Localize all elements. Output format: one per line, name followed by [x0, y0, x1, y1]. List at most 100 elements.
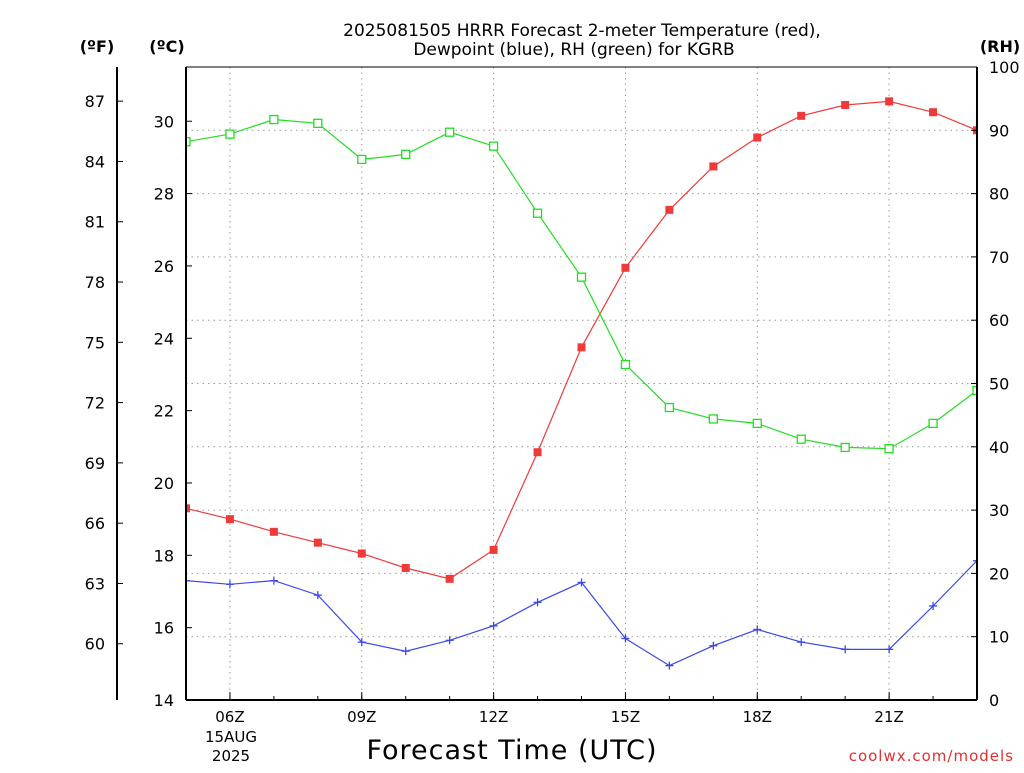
rh-tick-label: 20	[989, 564, 1009, 583]
fahrenheit-tick-label: 75	[85, 333, 105, 352]
dewpoint-point	[885, 645, 894, 654]
celsius-tick-label: 16	[154, 619, 174, 638]
rh-point	[664, 402, 675, 413]
fahrenheit-tick-label: 69	[85, 454, 105, 473]
dewpoint-point	[533, 598, 542, 607]
dewpoint-point	[797, 638, 806, 647]
fahrenheit-tick-label: 60	[85, 635, 105, 654]
fahrenheit-tick-label: 81	[85, 213, 105, 232]
rh-point	[532, 208, 543, 218]
rh-axis-unit: (RH)	[980, 37, 1020, 56]
rh-point	[708, 414, 718, 424]
rh-tick-label: 60	[989, 311, 1009, 330]
rh-point	[357, 154, 367, 165]
temperature-point	[533, 448, 542, 457]
series-layer	[186, 97, 977, 670]
rh-series	[186, 114, 977, 454]
rh-tick-label: 90	[989, 121, 1009, 140]
temperature-point	[401, 563, 410, 572]
temperature-point	[885, 97, 894, 106]
dewpoint-point	[709, 641, 718, 650]
celsius-tick-label: 14	[154, 691, 174, 710]
temperature-line	[186, 100, 977, 580]
fahrenheit-tick-label: 87	[85, 92, 105, 111]
x-tick-label: 15Z	[611, 708, 640, 726]
x-tick-label: 12Z	[479, 708, 508, 726]
x-tick-label: 21Z	[874, 708, 903, 726]
dewpoint-point	[577, 578, 586, 587]
fahrenheit-tick-label: 66	[85, 514, 105, 533]
celsius-tick-label: 18	[154, 546, 174, 565]
dewpoint-point	[621, 634, 630, 643]
dewpoint-point	[753, 625, 762, 634]
dewpoint-point	[401, 647, 410, 656]
dewpoint-series	[186, 556, 977, 670]
dewpoint-point	[269, 576, 278, 585]
celsius-tick-label: 24	[154, 329, 174, 348]
temperature-point	[797, 111, 806, 120]
x-tick-label: 06Z	[215, 708, 244, 726]
fahrenheit-tick-label: 84	[85, 152, 105, 171]
rh-point	[445, 127, 455, 137]
fahrenheit-tick-label: 72	[85, 394, 105, 413]
rh-tick-label: 70	[989, 248, 1009, 267]
fahrenheit-tick-label: 63	[85, 574, 105, 593]
dewpoint-point	[186, 576, 190, 585]
celsius-tick-label: 30	[154, 112, 174, 131]
rh-tick-label: 30	[989, 501, 1009, 520]
x-tick-label: 09Z	[347, 708, 376, 726]
temperature-point	[709, 162, 718, 171]
x-axis-date-line-1: 15AUG	[205, 728, 257, 746]
temperature-point	[577, 343, 586, 352]
rh-point	[752, 418, 762, 429]
rh-point	[186, 137, 191, 147]
temperature-point	[269, 527, 278, 536]
dewpoint-point	[973, 556, 977, 565]
rh-tick-label: 10	[989, 628, 1009, 647]
temperature-point	[489, 545, 498, 554]
dewpoint-point	[313, 591, 322, 600]
grid-layer	[186, 67, 977, 700]
x-axis-title: Forecast Time (UTC)	[366, 735, 657, 766]
celsius-axis-unit: (ºC)	[149, 37, 184, 56]
temperature-point	[665, 205, 674, 214]
fahrenheit-axis-unit: (ºF)	[80, 37, 115, 56]
dewpoint-point	[665, 661, 674, 670]
dewpoint-point	[445, 636, 454, 645]
rh-point	[972, 385, 977, 396]
temperature-point	[445, 574, 454, 583]
chart-title-line-1: 2025081505 HRRR Forecast 2-meter Tempera…	[343, 21, 821, 41]
rh-tick-label: 40	[989, 438, 1009, 457]
celsius-tick-label: 20	[154, 474, 174, 493]
x-tick-label: 18Z	[743, 708, 772, 726]
temperature-series	[186, 97, 977, 583]
rh-tick-label: 100	[989, 58, 1020, 77]
temperature-point	[621, 263, 630, 272]
chart-title-line-2: Dewpoint (blue), RH (green) for KGRB	[413, 40, 734, 60]
temperature-point	[186, 504, 190, 513]
rh-point	[620, 359, 631, 370]
rh-tick-label: 80	[989, 185, 1009, 204]
source-credit: coolwx.com/models	[849, 747, 1014, 765]
rh-point	[488, 141, 499, 151]
temperature-point	[841, 100, 850, 109]
rh-point	[225, 129, 235, 139]
rh-tick-label: 50	[989, 375, 1009, 394]
celsius-tick-label: 28	[154, 185, 174, 204]
temperature-point	[357, 549, 366, 558]
temperature-point	[753, 133, 762, 142]
x-axis-date-line-2: 2025	[212, 747, 250, 765]
temperature-point	[313, 538, 322, 547]
dewpoint-point	[929, 601, 938, 610]
axis-layer: 60 63 66 69 72 75 78 81 84 87 14 16 18 20 22 24 26 28 30 0 1…	[85, 58, 1020, 726]
rh-point	[796, 434, 806, 444]
dewpoint-point	[225, 580, 234, 589]
rh-point	[313, 118, 323, 128]
temperature-point	[929, 108, 938, 117]
fahrenheit-tick-label: 78	[85, 273, 105, 292]
rh-point	[928, 418, 938, 429]
temperature-point	[225, 515, 234, 524]
dewpoint-line	[186, 560, 977, 667]
